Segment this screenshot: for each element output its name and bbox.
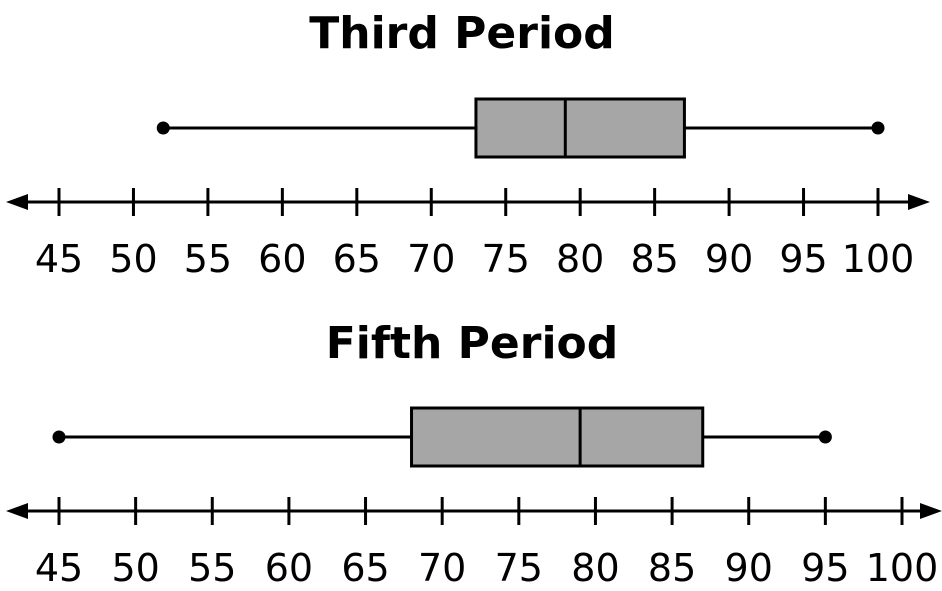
tick-label: 95 <box>801 546 849 590</box>
tick-label: 80 <box>571 546 619 590</box>
right-arrow-icon <box>908 194 930 210</box>
right-arrow-icon <box>920 503 942 519</box>
tick-label: 85 <box>630 237 678 281</box>
tick-label: 80 <box>556 237 604 281</box>
minimum-point <box>156 121 170 135</box>
tick-label: 55 <box>184 237 232 281</box>
tick-label: 45 <box>35 237 83 281</box>
tick-label: 95 <box>779 237 827 281</box>
fifth-period-plot: 45 50 55 60 65 70 75 80 85 90 95 100 <box>6 406 942 590</box>
tick-label: 100 <box>866 546 939 590</box>
tick-label: 75 <box>495 546 543 590</box>
tick-label: 70 <box>407 237 455 281</box>
maximum-point <box>871 121 885 135</box>
minimum-point <box>52 430 66 444</box>
tick-label: 65 <box>333 237 381 281</box>
fifth-period-title: Fifth Period <box>326 318 619 369</box>
tick-label: 50 <box>111 546 159 590</box>
tick-label: 45 <box>35 546 83 590</box>
maximum-point <box>818 430 832 444</box>
tick-label: 60 <box>265 546 313 590</box>
third-period-title: Third Period <box>309 8 615 59</box>
tick-label: 85 <box>648 546 696 590</box>
left-arrow-icon <box>6 194 28 210</box>
tick-label: 60 <box>258 237 306 281</box>
tick-label: 100 <box>842 237 915 281</box>
interquartile-box <box>474 97 686 159</box>
third-period-plot: 45 50 55 60 65 70 75 80 85 90 95 100 <box>6 97 930 281</box>
tick-label: 70 <box>418 546 466 590</box>
tick-label: 90 <box>705 237 753 281</box>
tick-label: 55 <box>188 546 236 590</box>
tick-label: 65 <box>341 546 389 590</box>
interquartile-box <box>410 406 705 468</box>
tick-label: 75 <box>482 237 530 281</box>
tick-label: 50 <box>109 237 157 281</box>
tick-label: 90 <box>725 546 773 590</box>
left-arrow-icon <box>6 503 28 519</box>
